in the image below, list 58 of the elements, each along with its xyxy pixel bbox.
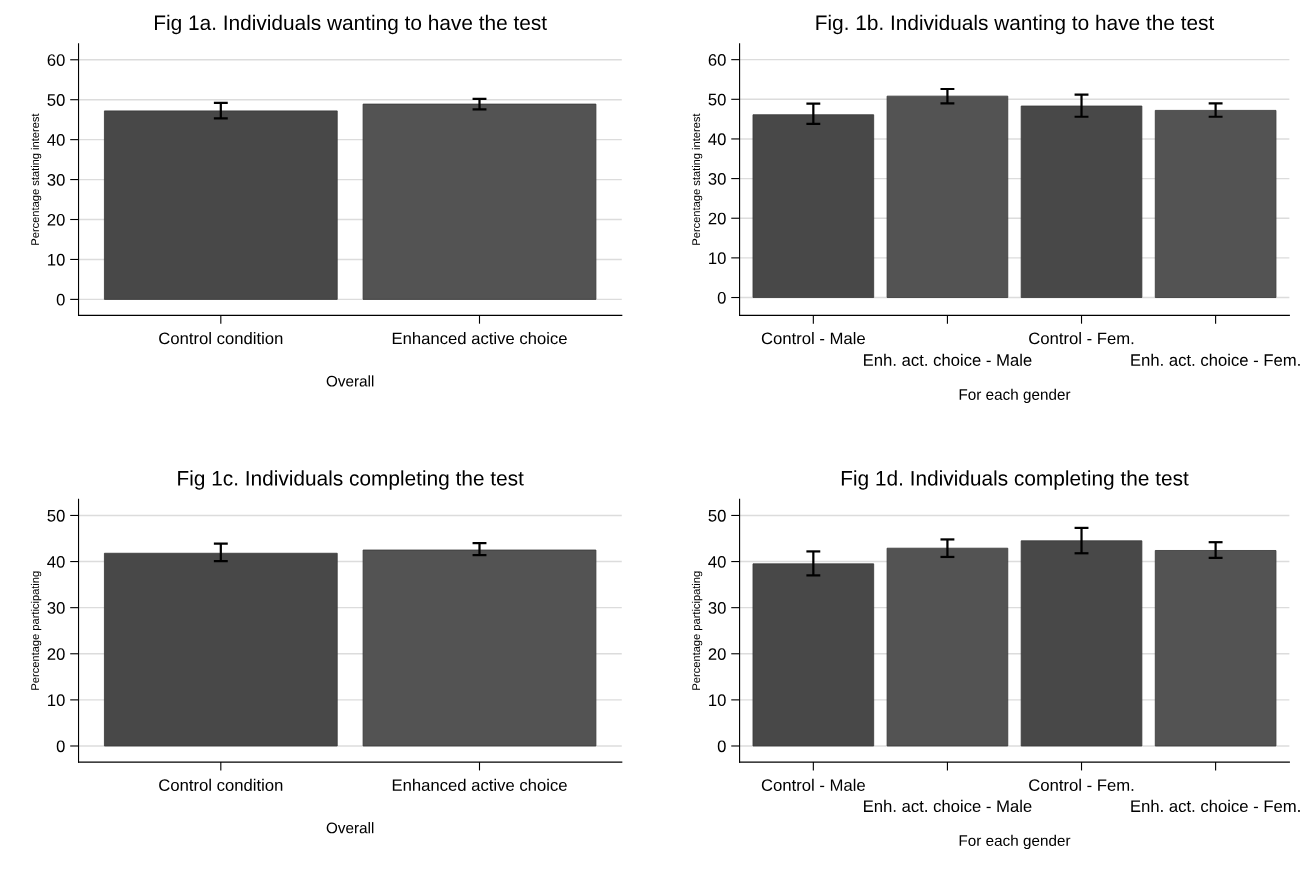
- x-tick-label: Enh. act. choice - Male: [864, 799, 1032, 813]
- y-tick-label: 50: [708, 93, 726, 106]
- y-tick-label: 0: [56, 293, 65, 306]
- x-tick-label: Control condition: [159, 778, 283, 792]
- bar: [1154, 109, 1277, 298]
- bar: [1020, 540, 1143, 747]
- bar: [752, 563, 875, 747]
- x-tick-label: Enhanced active choice: [392, 332, 567, 345]
- y-axis-title: Percentage stating interest: [691, 113, 703, 245]
- y-tick-label: 20: [47, 648, 65, 660]
- y-tick-label: 0: [717, 291, 726, 304]
- x-tick-label: Enh. act. choice - Fem.: [1131, 353, 1300, 366]
- y-tick-label: 20: [47, 213, 65, 226]
- chart-title: Fig 1c. Individuals completing the test: [178, 470, 524, 490]
- chart-title: Fig 1a. Individuals wanting to have the test: [155, 14, 547, 35]
- y-tick-label: 30: [708, 172, 726, 185]
- bar: [752, 114, 875, 298]
- y-tick-label: 10: [48, 694, 65, 707]
- bar: [1154, 550, 1277, 747]
- y-axis-title: Percentage stating interest: [30, 113, 42, 245]
- x-axis-title: Overall: [326, 375, 374, 387]
- x-tick-label: Enh. act. choice - Male: [864, 353, 1032, 366]
- y-tick-label: 40: [47, 134, 65, 146]
- y-tick-label: 40: [47, 555, 65, 568]
- y-tick-label: 40: [708, 555, 726, 568]
- y-axis-title: Percentage participating: [691, 571, 703, 690]
- y-tick-label: 30: [708, 602, 726, 614]
- bar: [886, 95, 1009, 298]
- y-axis-title: Percentage participating: [30, 571, 42, 690]
- y-tick-label: 0: [56, 740, 65, 753]
- bar: [886, 547, 1009, 747]
- y-tick-label: 10: [709, 252, 726, 265]
- y-tick-label: 0: [717, 740, 726, 753]
- x-axis-title: For each gender: [959, 388, 1071, 403]
- y-tick-label: 60: [47, 54, 65, 66]
- y-tick-label: 50: [47, 509, 65, 522]
- bar: [1020, 105, 1143, 298]
- chart-title: Fig. 1b. Individuals wanting to have the test: [816, 14, 1215, 35]
- x-tick-label: Control - Male: [761, 778, 865, 792]
- y-tick-label: 10: [48, 253, 65, 266]
- y-tick-label: 30: [47, 173, 65, 186]
- x-tick-label: Enh. act. choice - Fem.: [1131, 799, 1300, 813]
- y-tick-label: 40: [708, 133, 726, 146]
- y-tick-label: 30: [47, 602, 65, 614]
- x-tick-label: Control - Fem.: [1029, 332, 1134, 345]
- y-tick-label: 10: [709, 694, 726, 707]
- x-tick-label: Control condition: [159, 332, 283, 345]
- x-tick-label: Enhanced active choice: [392, 778, 567, 792]
- x-axis-title: For each gender: [959, 834, 1071, 850]
- y-tick-label: 60: [708, 54, 726, 66]
- x-tick-label: Control - Fem.: [1029, 778, 1134, 792]
- chart-title: Fig 1d. Individuals completing the test: [841, 470, 1189, 490]
- x-axis-title: Overall: [326, 822, 374, 834]
- y-tick-label: 20: [708, 212, 726, 225]
- y-tick-label: 20: [708, 648, 726, 660]
- y-tick-label: 50: [708, 509, 726, 522]
- y-tick-label: 50: [47, 94, 65, 106]
- x-tick-label: Control - Male: [761, 332, 865, 345]
